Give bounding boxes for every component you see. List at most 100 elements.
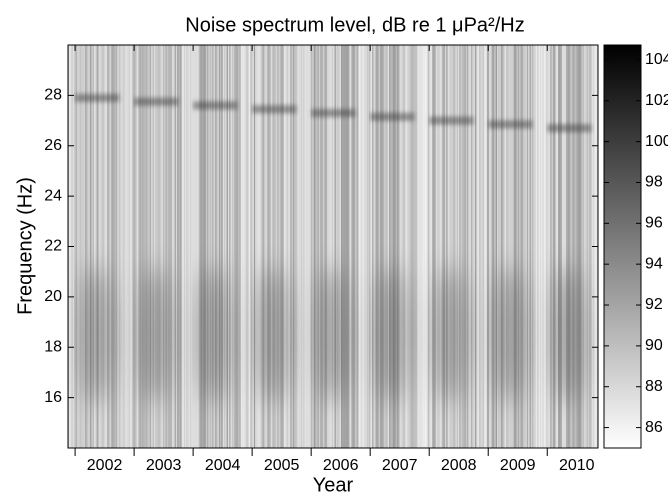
texture-stripe	[75, 45, 78, 448]
texture-stripe	[489, 45, 491, 448]
texture-stripe	[161, 45, 163, 448]
texture-stripe	[404, 45, 406, 448]
texture-stripe	[117, 45, 119, 448]
texture-blob	[197, 264, 231, 405]
texture-stripe	[395, 45, 397, 448]
texture-stripe	[321, 45, 323, 448]
texture-stripe	[359, 45, 361, 448]
texture-stripe	[138, 45, 140, 448]
texture-stripe	[259, 45, 261, 448]
texture-line	[193, 101, 238, 110]
texture-stripe	[576, 45, 578, 448]
texture-stripe	[131, 45, 133, 448]
texture-stripe	[477, 45, 479, 448]
texture-line	[311, 109, 356, 118]
texture-stripe	[563, 45, 565, 448]
texture-stripe	[542, 45, 544, 448]
texture-stripe	[109, 45, 111, 448]
texture-stripe	[481, 45, 483, 448]
texture-stripe	[331, 45, 334, 448]
texture-stripe	[159, 45, 161, 448]
x-tick-label: 2009	[500, 457, 536, 474]
texture-stripe	[344, 45, 347, 448]
texture-stripe	[204, 45, 206, 448]
texture-stripe	[302, 45, 304, 448]
texture-stripe	[86, 45, 88, 448]
texture-stripe	[84, 45, 87, 448]
texture-stripe	[296, 45, 299, 448]
texture-stripe	[532, 45, 534, 448]
texture-stripe	[291, 45, 293, 448]
texture-stripe	[279, 45, 282, 448]
texture-stripe	[573, 45, 575, 448]
texture-stripe	[190, 45, 192, 448]
texture-stripe	[151, 45, 153, 448]
texture-stripe	[309, 45, 312, 448]
texture-stripe	[428, 45, 430, 448]
texture-stripe	[269, 45, 271, 448]
texture-stripe	[196, 45, 198, 448]
chart-title: Noise spectrum level, dB re 1 μPa²/Hz	[185, 14, 524, 36]
texture-stripe	[230, 45, 232, 448]
texture-stripe	[554, 45, 556, 448]
texture-stripe	[134, 45, 136, 448]
texture-stripe	[586, 45, 588, 448]
texture-stripe	[78, 45, 80, 448]
x-tick-label: 2005	[264, 457, 300, 474]
texture-stripe	[96, 45, 98, 448]
texture-stripe	[221, 45, 223, 448]
texture-stripe	[443, 45, 445, 448]
texture-stripe	[396, 45, 399, 448]
texture-stripe	[368, 45, 370, 448]
texture-stripe	[174, 45, 176, 448]
texture-stripe	[118, 45, 120, 448]
texture-stripe	[352, 45, 354, 448]
texture-stripe	[292, 45, 295, 448]
texture-stripe	[123, 45, 126, 448]
texture-stripe	[333, 45, 335, 448]
texture-stripe	[343, 45, 345, 448]
y-tick-label: 26	[44, 137, 62, 154]
texture-stripe	[182, 45, 184, 448]
texture-stripe	[135, 45, 137, 448]
texture-stripe	[523, 45, 525, 448]
texture-stripe	[77, 45, 79, 448]
texture-stripe	[87, 45, 89, 448]
colorbar-tick-label: 92	[645, 296, 663, 313]
texture-stripe	[166, 45, 169, 448]
texture-stripe	[300, 45, 302, 448]
texture-stripe	[571, 45, 573, 448]
texture-stripe	[79, 45, 81, 448]
texture-stripe	[212, 45, 214, 448]
texture-stripe	[372, 45, 374, 448]
texture-stripe	[214, 45, 217, 448]
texture-stripe	[547, 45, 549, 448]
texture-stripe	[334, 45, 336, 448]
texture-stripe	[235, 45, 237, 448]
texture-stripe	[273, 45, 275, 448]
texture-stripe	[143, 45, 145, 448]
texture-stripe	[550, 45, 552, 448]
texture-stripe	[426, 45, 429, 448]
texture-stripe	[299, 45, 301, 448]
texture-stripe	[191, 45, 193, 448]
texture-stripe	[577, 45, 579, 448]
colorbar-tick-label: 100	[645, 133, 668, 150]
texture-stripe	[103, 45, 105, 448]
texture-stripe	[144, 45, 146, 448]
texture-stripe	[500, 45, 503, 448]
texture-stripe	[441, 45, 443, 448]
texture-stripe	[350, 45, 352, 448]
texture-stripe	[127, 45, 130, 448]
texture-stripe	[305, 45, 308, 448]
texture-blob	[315, 264, 349, 405]
texture-stripe	[220, 45, 222, 448]
texture-line	[488, 120, 533, 129]
texture-stripe	[543, 45, 546, 448]
texture-stripe	[156, 45, 158, 448]
x-tick-label: 2004	[205, 457, 241, 474]
texture-stripe	[476, 45, 478, 448]
texture-stripe	[139, 45, 141, 448]
texture-stripe	[360, 45, 362, 448]
texture-stripe	[329, 45, 331, 448]
